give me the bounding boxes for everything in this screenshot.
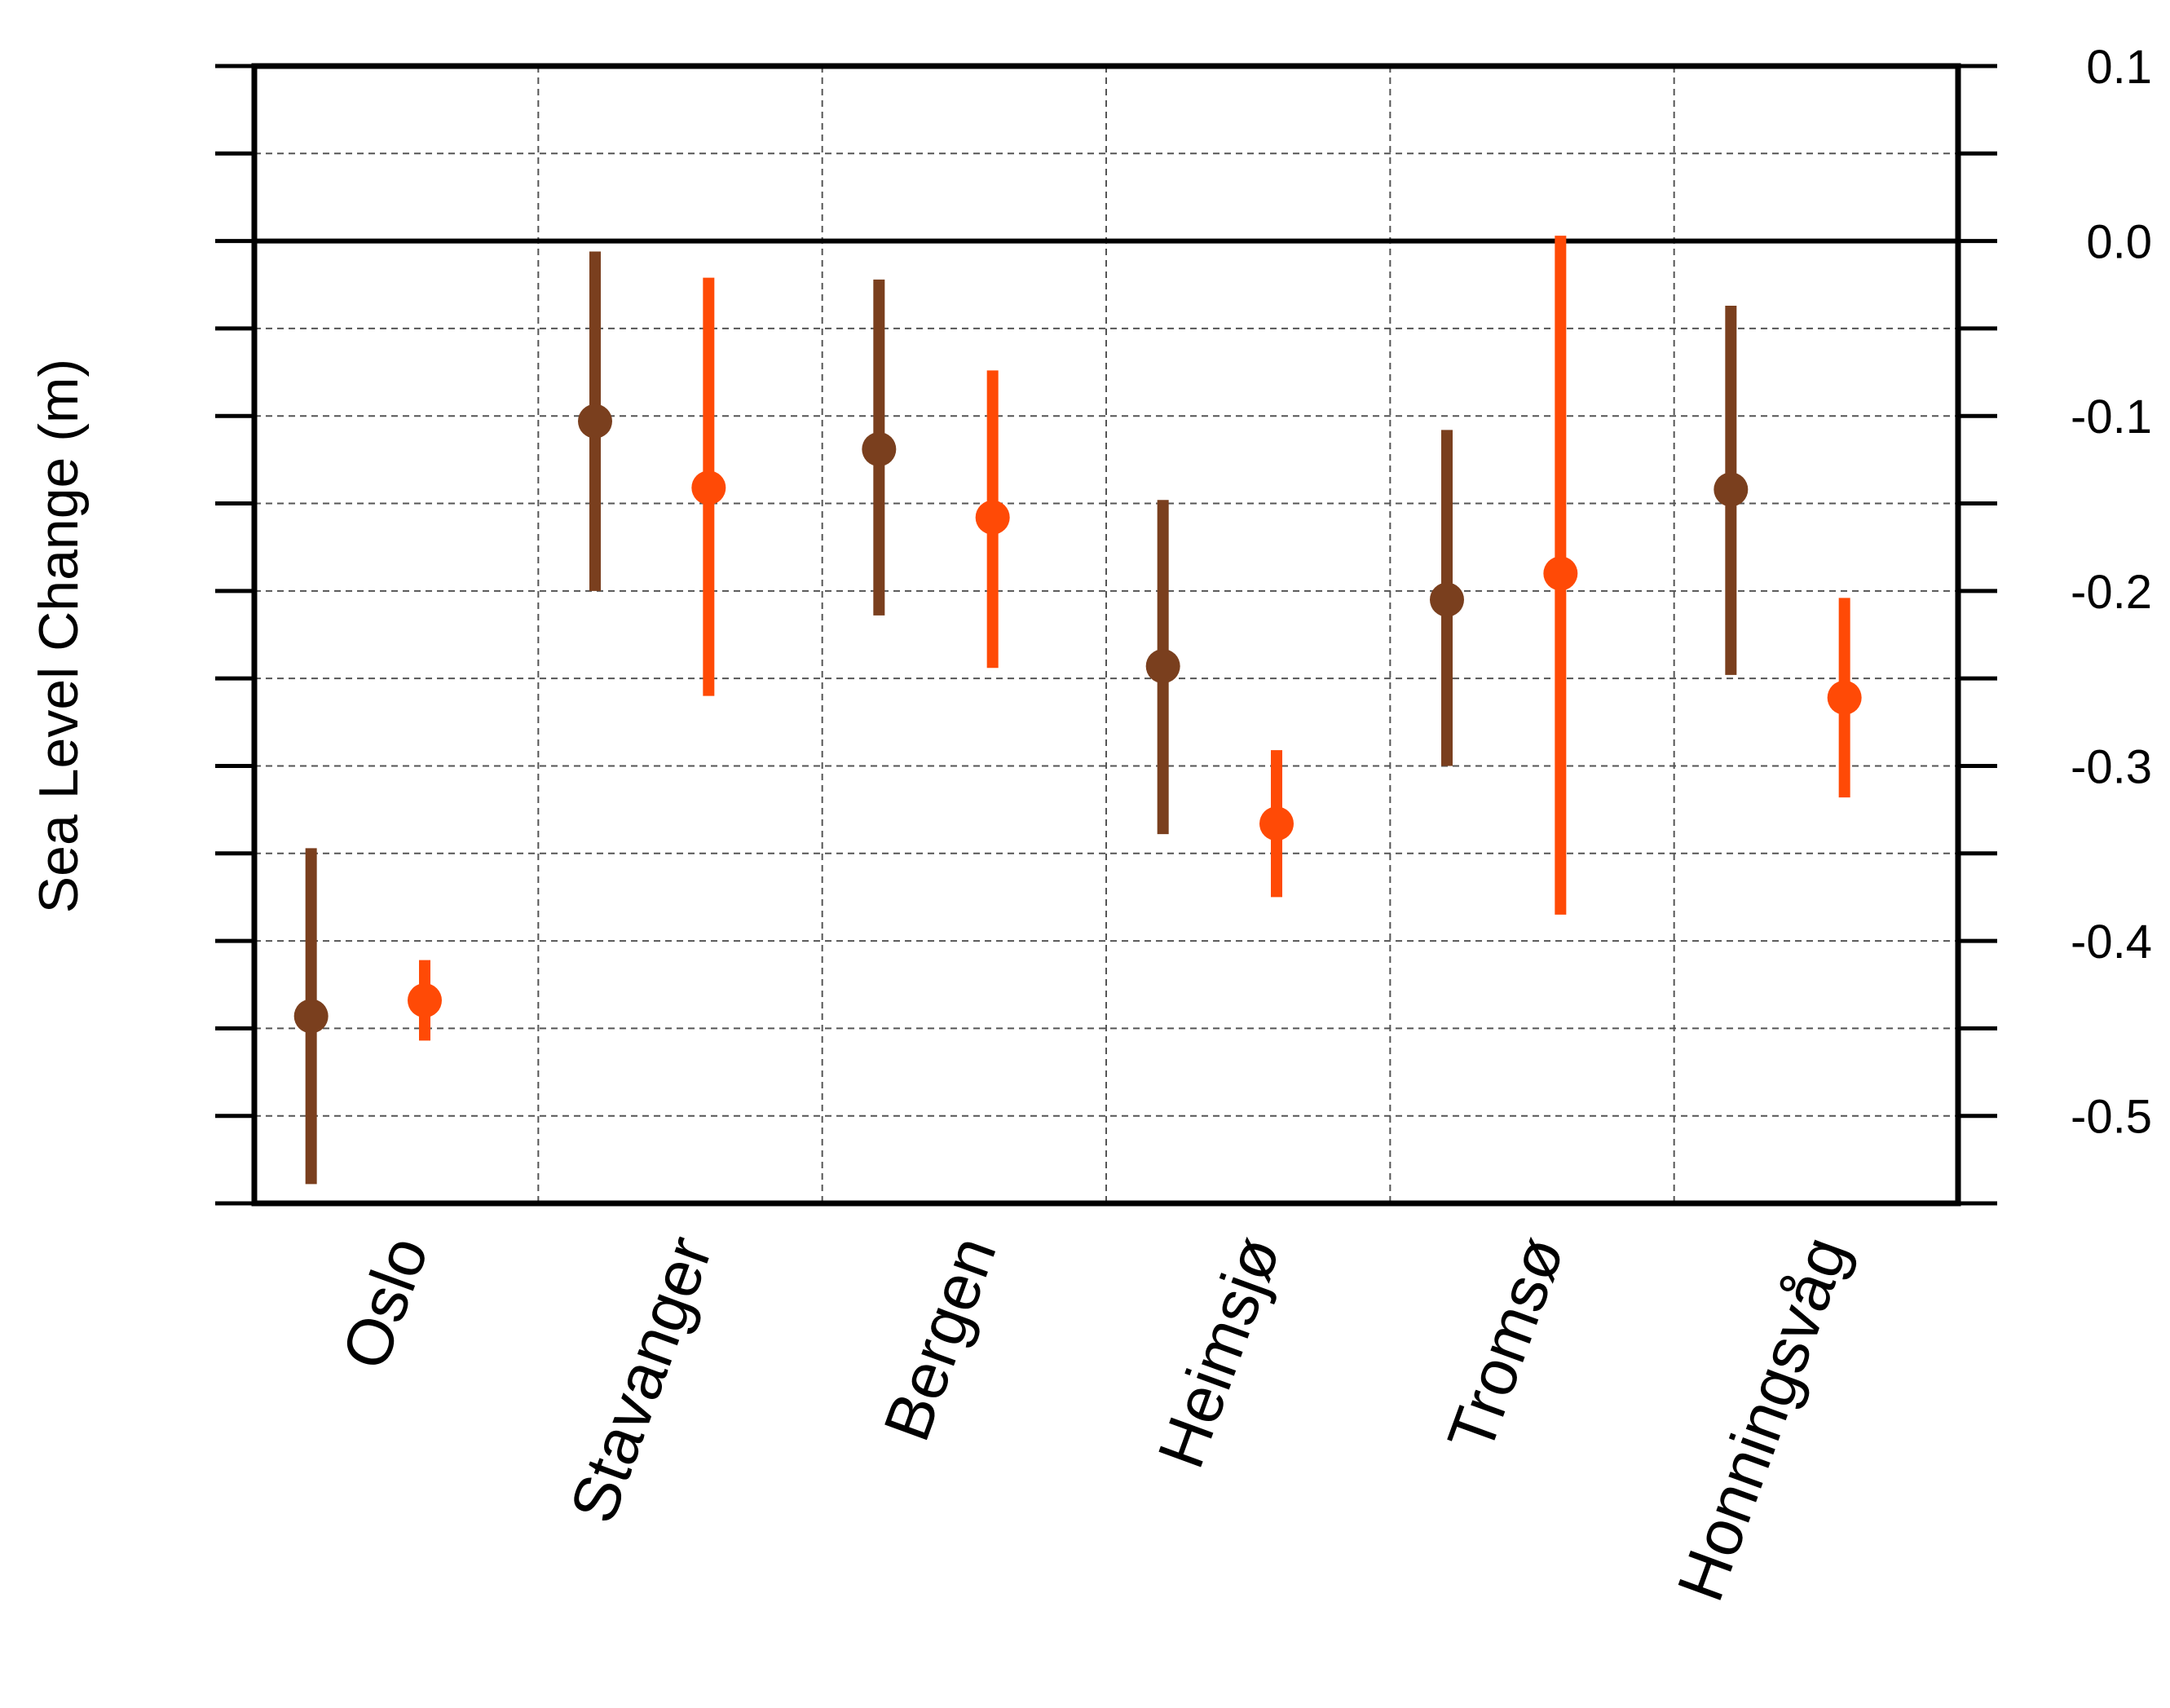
y-tick-label: -0.4	[2071, 916, 2152, 969]
error-bars	[305, 236, 1850, 1185]
y-tick-label: 0.1	[2086, 41, 2152, 94]
y-tick-label: 0.0	[2086, 216, 2152, 269]
y-axis: 0.1 0.0 -0.1 -0.2 -0.3 -0.4 -0.5	[215, 41, 2152, 1206]
data-point	[691, 470, 726, 505]
y-tick-label: -0.2	[2071, 566, 2152, 619]
category-label: Heimsjø	[1144, 1227, 1294, 1476]
data-point	[1430, 582, 1464, 617]
data-point	[408, 983, 442, 1018]
y-axis-label: Sea Level Change (m)	[28, 359, 90, 913]
data-point	[975, 500, 1010, 535]
y-tick-label: -0.1	[2071, 391, 2152, 444]
plot-border	[251, 63, 1961, 1207]
plot-frame	[251, 63, 1961, 1207]
category-label: Tromsø	[1434, 1227, 1578, 1461]
data-point	[1827, 680, 1862, 715]
data-point	[862, 432, 897, 467]
data-point	[1145, 649, 1180, 684]
data-point	[1259, 806, 1294, 841]
y-tick-label: -0.5	[2071, 1091, 2152, 1144]
category-label: Stavanger	[556, 1227, 726, 1531]
category-label: Honningsvåg	[1663, 1227, 1861, 1609]
data-point	[1714, 472, 1749, 507]
category-label: Oslo	[328, 1227, 442, 1378]
data-points	[293, 404, 1862, 1034]
y-tick-label: -0.3	[2071, 740, 2152, 793]
grid	[254, 66, 1958, 1203]
x-axis-categories: Oslo Stavanger Bergen Heimsjø Tromsø Honnings…	[328, 1227, 1862, 1609]
data-point	[578, 404, 612, 439]
data-point	[293, 999, 329, 1034]
category-label: Bergen	[870, 1227, 1010, 1450]
data-point	[1543, 556, 1578, 591]
